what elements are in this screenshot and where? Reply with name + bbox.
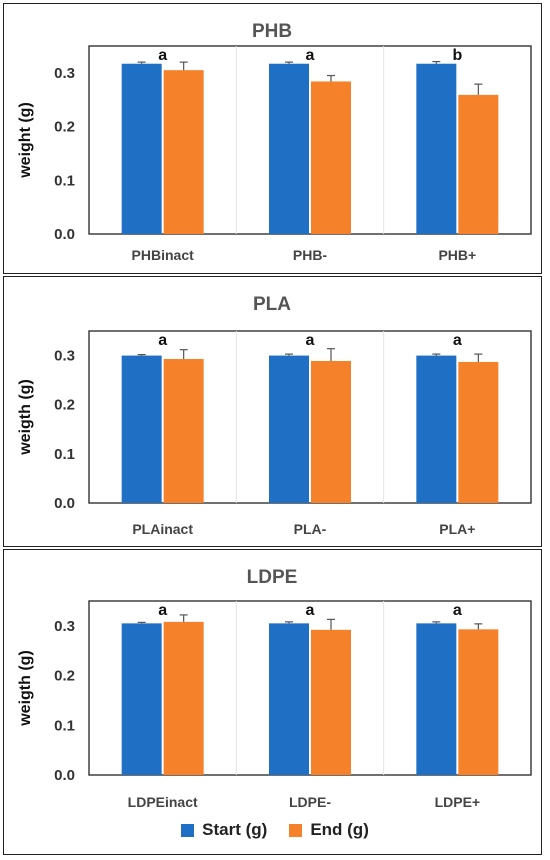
y-axis-label: weigth (g) — [17, 379, 34, 456]
chart-svg-phb: PHB 0.0 0.1 0.2 0.3 weight (g) a PHBinact a PHB-b… — [17, 21, 532, 263]
y-tick-label: 0.1 — [54, 717, 75, 734]
chart-svg-pla: PLA 0.0 0.1 0.2 0.3 weigth (g) a PLAinact a PLA-a… — [17, 294, 532, 537]
bar-start — [121, 355, 162, 503]
bar-end — [458, 94, 499, 234]
legend-label-end: End (g) — [310, 820, 369, 839]
y-tick-label: 0.0 — [54, 495, 75, 512]
x-tick-label: LDPEinact — [128, 794, 198, 810]
bar-start — [269, 355, 309, 503]
bar-end — [311, 81, 351, 234]
bar-end — [458, 361, 499, 503]
bar-end — [163, 621, 204, 775]
y-tick-label: 0.3 — [54, 618, 75, 635]
y-tick-label: 0.1 — [54, 172, 75, 189]
chart-title: PLA — [253, 294, 291, 315]
chart-panel-phb: PHB 0.0 0.1 0.2 0.3 weight (g) a PHBinact a PHB-b… — [3, 3, 542, 274]
bar-start — [269, 63, 309, 235]
bar-end — [458, 629, 499, 775]
significance-letter: a — [306, 332, 315, 349]
y-tick-label: 0.3 — [54, 348, 75, 365]
bar-start — [416, 63, 457, 235]
bar-end — [311, 629, 351, 775]
significance-letter: a — [306, 602, 315, 619]
x-tick-label: PLA- — [294, 521, 327, 537]
y-tick-label: 0.1 — [54, 446, 75, 463]
chart-title: LDPE — [247, 567, 298, 588]
x-tick-label: LDPE- — [289, 794, 331, 810]
plot-area — [88, 45, 532, 235]
y-tick-label: 0.0 — [54, 767, 75, 784]
significance-letter: a — [453, 602, 462, 619]
y-axis-label: weigth (g) — [17, 650, 34, 727]
significance-letter: a — [453, 332, 462, 349]
chart-panel-ldpe: LDPE 0.0 0.1 0.2 0.3 weigth (g) a LDPEinact a LDP… — [3, 549, 542, 855]
x-tick-label: PHB+ — [438, 247, 476, 263]
bar-start — [416, 623, 457, 775]
chart-panel-pla: PLA 0.0 0.1 0.2 0.3 weigth (g) a PLAinact a PLA-a… — [3, 276, 542, 547]
bar-start — [121, 63, 162, 235]
significance-letter: b — [452, 47, 462, 64]
significance-letter: a — [306, 47, 315, 64]
y-axis-label: weight (g) — [17, 102, 34, 179]
x-tick-label: PLAinact — [132, 521, 193, 537]
significance-letter: a — [158, 332, 167, 349]
significance-letter: a — [158, 47, 167, 64]
legend-item-end: End (g) — [289, 820, 369, 840]
y-tick-label: 0.0 — [54, 226, 75, 243]
chart-title: PHB — [252, 21, 292, 42]
y-tick-label: 0.2 — [54, 668, 75, 685]
bar-start — [416, 355, 457, 503]
chart-svg-ldpe: LDPE 0.0 0.1 0.2 0.3 weigth (g) a LDPEinact a LDP… — [17, 567, 532, 810]
plot-area — [88, 600, 532, 776]
legend-swatch-end — [289, 823, 303, 837]
y-tick-label: 0.2 — [54, 397, 75, 414]
x-tick-label: PHB- — [293, 247, 328, 263]
bar-start — [121, 623, 162, 775]
x-tick-label: PHBinact — [132, 247, 195, 263]
bar-end — [311, 360, 351, 503]
y-tick-label: 0.2 — [54, 119, 75, 136]
x-tick-label: PLA+ — [439, 521, 475, 537]
bar-end — [163, 70, 204, 235]
bar-start — [269, 623, 309, 775]
significance-letter: a — [158, 602, 167, 619]
chart-legend: Start (g) End (g) — [0, 818, 550, 842]
legend-item-start: Start (g) — [181, 820, 267, 840]
plot-area — [88, 330, 532, 504]
x-tick-label: LDPE+ — [435, 794, 481, 810]
y-tick-label: 0.3 — [54, 65, 75, 82]
bar-end — [163, 359, 204, 503]
legend-label-start: Start (g) — [202, 820, 268, 839]
legend-swatch-start — [181, 823, 195, 837]
